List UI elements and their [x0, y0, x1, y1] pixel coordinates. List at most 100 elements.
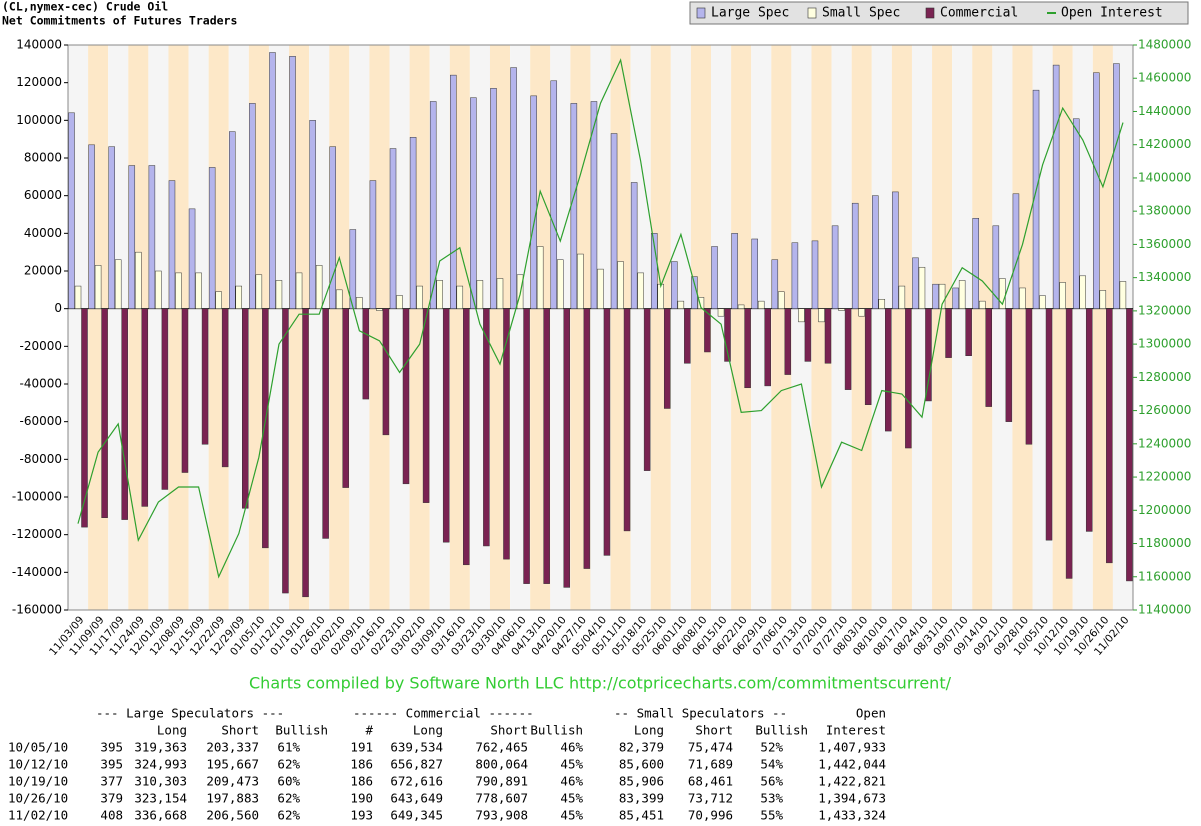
table-group: ------ Commercial ------ [353, 706, 534, 721]
y-tick-label: 40000 [24, 226, 62, 240]
bar [121, 308, 128, 520]
bar [771, 259, 779, 309]
table-cell: 197,883 [206, 791, 259, 806]
table-header: Bullish [755, 723, 808, 738]
table-header: Short [221, 723, 259, 738]
bar [557, 259, 564, 309]
bar [985, 308, 992, 407]
bar [269, 52, 276, 309]
y-tick-label: -120000 [12, 527, 62, 541]
bar [630, 182, 638, 309]
bar [610, 133, 618, 309]
stripe [670, 45, 691, 610]
bar [804, 308, 812, 362]
bar [1093, 72, 1100, 309]
table-cell: 53% [760, 791, 783, 806]
table-cell: 408 [100, 808, 123, 823]
table-cell: 1,433,324 [818, 808, 886, 823]
table-cell: 85,906 [619, 774, 664, 789]
bar [101, 308, 108, 518]
bar [335, 289, 343, 309]
table-cell: 10/05/10 [8, 740, 68, 755]
bar [510, 67, 517, 309]
table-cell: 83,399 [619, 791, 664, 806]
y-tick-label: -140000 [12, 565, 62, 579]
bar [463, 308, 470, 566]
chart-subtitle: Net Commitments of Futures Traders [2, 14, 237, 28]
y-tick-label: -60000 [19, 414, 62, 428]
legend-swatch [925, 7, 935, 19]
bar [249, 103, 256, 309]
bar [1085, 308, 1093, 532]
y-tick-label: 140000 [16, 38, 62, 52]
bar [262, 308, 269, 549]
footer: Charts compiled by Software North LLC ht… [249, 674, 952, 693]
y2-tick-label: 1420000 [1138, 137, 1191, 151]
stripe [811, 45, 832, 610]
table-cell: 190 [350, 791, 373, 806]
bar [1025, 308, 1033, 445]
legend-label: Small Spec [822, 6, 900, 21]
table-cell: 656,827 [390, 757, 443, 772]
stripe [731, 45, 752, 610]
bar [429, 101, 437, 309]
y2-tick-label: 1200000 [1138, 503, 1191, 517]
table-cell: 85,600 [619, 757, 664, 772]
bar [295, 272, 303, 309]
bar [201, 308, 209, 445]
bar [952, 287, 959, 309]
bar [731, 233, 738, 309]
table-cell: 45% [560, 808, 583, 823]
bar [255, 274, 263, 309]
table-cell: 1,407,933 [818, 740, 886, 755]
bar [382, 308, 390, 436]
table-group: -- Small Speculators -- [614, 706, 787, 721]
bar [456, 285, 464, 309]
bar [315, 265, 323, 309]
table-cell: 46% [560, 774, 583, 789]
bar [577, 253, 584, 309]
y2-tick-label: 1480000 [1138, 38, 1191, 52]
table-cell: 203,337 [206, 740, 259, 755]
bar [697, 297, 705, 309]
bar [590, 101, 598, 309]
table-cell: 56% [760, 774, 783, 789]
bar [1012, 193, 1020, 309]
bar [744, 308, 751, 389]
bar [503, 308, 510, 560]
line [77, 58, 1124, 579]
table-header: Long [157, 723, 187, 738]
table-cell: 323,154 [134, 791, 187, 806]
table-header: Short [490, 723, 528, 738]
table-cell: 395 [100, 757, 123, 772]
bar [717, 308, 725, 317]
stripe [690, 45, 712, 610]
stripe [188, 45, 209, 610]
table-cell: 195,667 [206, 757, 259, 772]
bar [215, 291, 222, 309]
stripe [952, 45, 973, 610]
bar [597, 268, 604, 309]
bar [436, 280, 443, 309]
table-cell: 46% [560, 740, 583, 755]
table-cell: 672,616 [390, 774, 443, 789]
y2-tick-label: 1460000 [1138, 71, 1191, 85]
y2-tick-label: 1260000 [1138, 403, 1191, 417]
bar [309, 120, 316, 309]
bar [302, 308, 309, 598]
table-cell: 209,473 [206, 774, 259, 789]
bar [851, 202, 859, 309]
bar [376, 308, 383, 311]
table-cell: 191 [350, 740, 373, 755]
y2-tick-label: 1160000 [1138, 569, 1191, 583]
bar [818, 308, 825, 323]
bar [972, 218, 979, 309]
bar [791, 242, 799, 309]
bar [892, 191, 899, 309]
bar [450, 74, 457, 309]
stripe [650, 45, 671, 610]
table-cell: 395 [100, 740, 123, 755]
table-cell: 61% [277, 740, 300, 755]
bar [496, 278, 504, 309]
bar [74, 285, 82, 309]
